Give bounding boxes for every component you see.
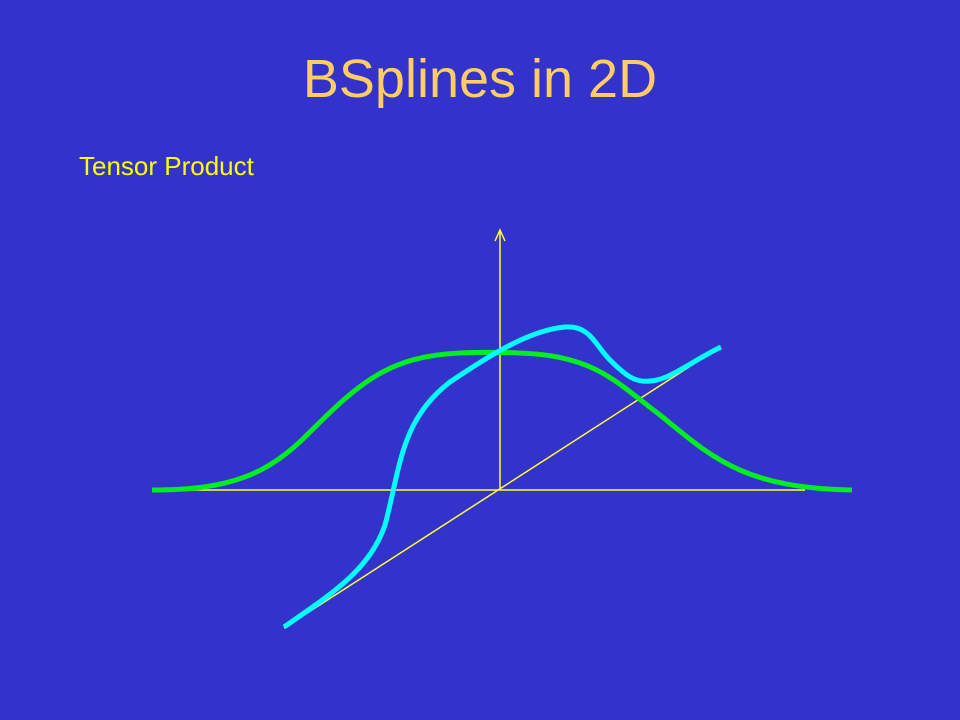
spline-curve <box>282 324 723 630</box>
slide-subtitle: Tensor Product <box>79 151 254 181</box>
vertical-axis-arrowhead <box>494 228 506 242</box>
diagonal-axis <box>283 346 721 629</box>
slide-title: BSplines in 2D <box>302 49 658 109</box>
bell-curve <box>151 349 853 493</box>
